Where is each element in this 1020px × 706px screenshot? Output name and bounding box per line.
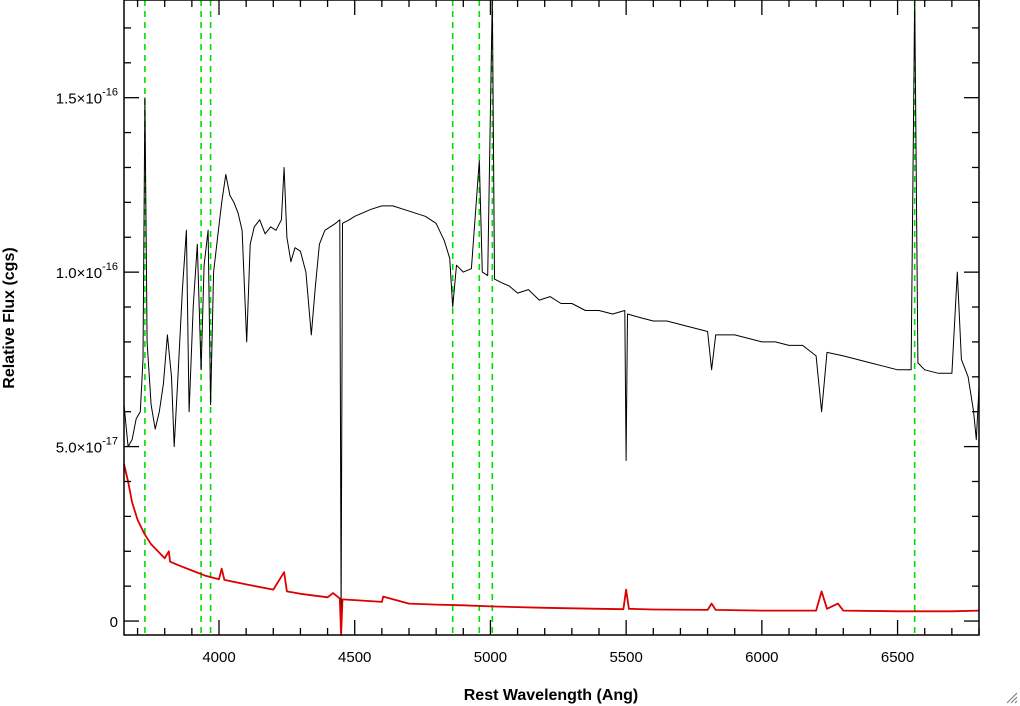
y-tick-label: 0 [110,614,118,631]
data-layer [123,0,980,636]
x-tick-label: 5500 [609,649,642,666]
x-tick-label: 4000 [202,649,235,666]
x-tick-label: 5000 [474,649,507,666]
y-tick-label: 1.5×10-16 [56,87,118,108]
y-tick-label: 5.0×10-17 [56,436,118,457]
x-tick-label: 4500 [338,649,371,666]
y-axis-title: Relative Flux (cgs) [1,247,18,388]
x-tick-label: 6000 [745,649,778,666]
series-line-1 [123,463,980,636]
plot-frame [123,0,980,636]
series-line-0 [123,0,980,615]
x-tick-label: 6500 [881,649,914,666]
axes-layer: 4000 4500 5000 5500 6000 6500 0 5.0×10-17 1.0×10… [56,0,980,666]
resize-grip-icon[interactable] [1006,692,1018,704]
x-axis-title: Rest Wavelength (Ang) [464,687,639,704]
y-tick-label: 1.0×10-16 [56,261,118,282]
